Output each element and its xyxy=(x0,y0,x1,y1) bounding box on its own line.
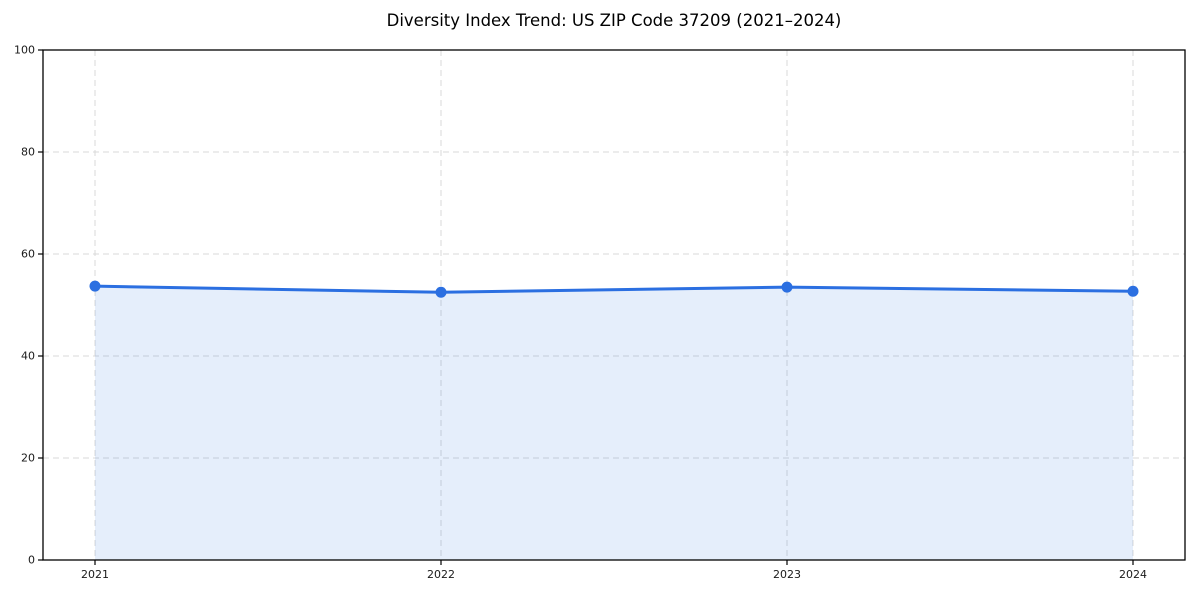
y-tick-label: 40 xyxy=(21,350,35,363)
x-tick-label: 2023 xyxy=(773,568,801,581)
chart-title: Diversity Index Trend: US ZIP Code 37209… xyxy=(386,11,842,30)
y-tick-label: 60 xyxy=(21,248,35,261)
data-point-2022 xyxy=(435,286,447,298)
x-tick-label: 2024 xyxy=(1119,568,1147,581)
y-tick-label: 20 xyxy=(21,452,35,465)
trend-line xyxy=(93,284,1135,294)
y-tick-label: 0 xyxy=(28,554,35,567)
data-point-2023 xyxy=(781,281,793,293)
x-tick-label: 2022 xyxy=(427,568,455,581)
data-point-2024 xyxy=(1127,285,1139,297)
y-tick-label: 100 xyxy=(14,44,35,57)
plot-border xyxy=(42,49,1186,561)
area-fill xyxy=(95,286,1133,560)
y-tick-label: 80 xyxy=(21,146,35,159)
x-tick-label: 2021 xyxy=(81,568,109,581)
data-point-2021 xyxy=(89,280,101,292)
plot-area xyxy=(43,50,1185,560)
